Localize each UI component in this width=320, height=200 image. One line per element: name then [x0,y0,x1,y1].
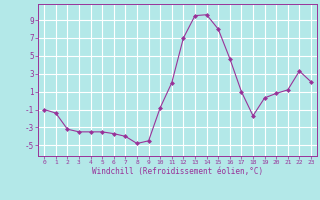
X-axis label: Windchill (Refroidissement éolien,°C): Windchill (Refroidissement éolien,°C) [92,167,263,176]
